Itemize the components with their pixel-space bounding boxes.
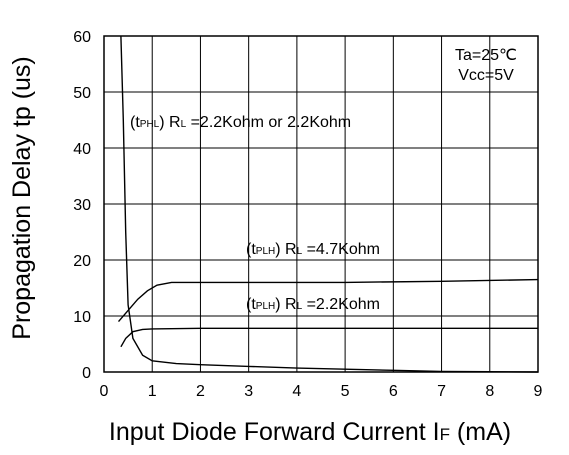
series-label-plh-22k: (tPLH) RL =2.2Kohm [246, 296, 380, 313]
series-line-2 [120, 327, 538, 348]
series-label-rest: =4.7Kohm [302, 241, 380, 258]
x-axis-title-unit: (mA) [450, 418, 511, 446]
x-tick-label: 0 [100, 383, 109, 400]
series-label-sub2: L [297, 301, 303, 312]
series-label-phl: (tPHL) RL =2.2Kohm or 2.2Kohm [130, 114, 351, 131]
x-tick-label: 2 [196, 383, 205, 400]
y-tick-labels: 0 10 20 30 40 50 60 [73, 29, 91, 382]
x-tick-label: 3 [244, 383, 253, 400]
series-label-plh-47k: (tPLH) RL =4.7Kohm [246, 241, 380, 258]
series-label-rest: =2.2Kohm or 2.2Kohm [186, 114, 351, 131]
y-axis-title: Propagation Delay tp (us) [8, 56, 36, 339]
y-tick-label: 0 [82, 365, 91, 382]
y-tick-label: 20 [73, 253, 91, 270]
series-label-sub2: L [181, 119, 187, 130]
y-tick-label: 60 [73, 29, 91, 46]
condition-temperature: Ta=25℃ [455, 47, 517, 64]
series-label-sub: PLH [256, 246, 275, 257]
x-tick-labels: 0 1 2 3 4 5 6 7 8 9 [100, 383, 543, 400]
series-label-sub: PHL [140, 119, 160, 130]
series-label-prefix: (t [246, 296, 256, 313]
x-tick-label: 7 [437, 383, 446, 400]
y-tick-label: 30 [73, 197, 91, 214]
series-label-mid: ) R [275, 241, 296, 258]
series-label-mid: ) R [275, 296, 296, 313]
y-tick-label: 50 [73, 85, 91, 102]
x-tick-label: 6 [389, 383, 398, 400]
series-group [117, 35, 539, 373]
x-axis-title-main: Input Diode Forward Current I [109, 418, 440, 446]
series-label-sub: PLH [256, 301, 275, 312]
x-axis-title: Input Diode Forward Current IF (mA) [109, 418, 511, 446]
x-tick-label: 4 [292, 383, 301, 400]
series-label-sub2: L [297, 246, 303, 257]
series-line-0 [120, 35, 539, 373]
x-tick-label: 8 [485, 383, 494, 400]
y-tick-label: 10 [73, 309, 91, 326]
y-tick-label: 40 [73, 141, 91, 158]
plot-frame [103, 35, 539, 373]
x-axis-title-sub: F [440, 425, 450, 444]
series-label-prefix: (t [246, 241, 256, 258]
series-line-1 [117, 278, 539, 323]
condition-voltage: Vcc=5V [458, 67, 514, 84]
grid [103, 35, 539, 373]
series-label-prefix: (t [130, 114, 140, 131]
x-tick-label: 1 [148, 383, 157, 400]
series-label-mid: ) R [159, 114, 180, 131]
x-tick-label: 9 [534, 383, 543, 400]
series-label-rest: =2.2Kohm [302, 296, 380, 313]
x-tick-label: 5 [341, 383, 350, 400]
